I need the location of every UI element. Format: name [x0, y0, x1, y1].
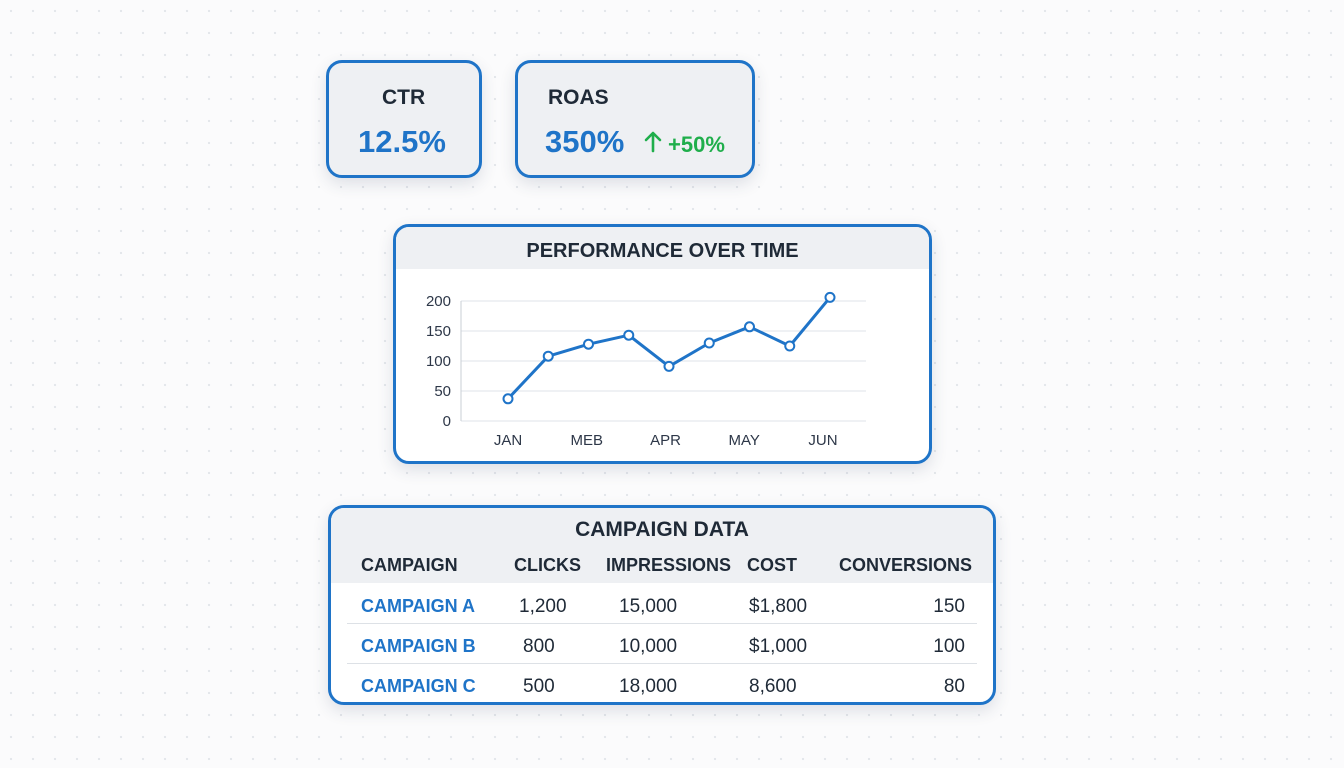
y-tick-label: 0 — [443, 413, 451, 430]
col-impressions: IMPRESSIONS — [606, 555, 732, 575]
impressions-value: 18,000 — [619, 676, 678, 697]
impressions-value: 10,000 — [619, 636, 678, 657]
cost-value: 8,600 — [749, 676, 797, 697]
ctr-card: CTR 12.5% — [326, 60, 482, 178]
row-divider — [347, 663, 977, 664]
table-row: CAMPAIGN A 1,200 15,000 $1,800 150 — [347, 586, 977, 626]
clicks-value: 1,200 — [519, 596, 567, 617]
data-point — [542, 350, 554, 362]
data-point — [663, 360, 675, 372]
cost-value: $1,800 — [749, 596, 808, 617]
conversions-value: 150 — [933, 596, 965, 617]
data-point — [744, 321, 755, 333]
data-point — [824, 291, 836, 303]
cost-value: $1,000 — [749, 636, 808, 657]
campaign-name[interactable]: CAMPAIGN A — [361, 596, 475, 616]
data-point — [502, 393, 514, 405]
clicks-value: 500 — [523, 676, 555, 697]
data-point — [623, 329, 635, 341]
roas-card: ROAS 350% +50% — [515, 60, 755, 178]
campaign-table-card: CAMPAIGN DATA CAMPAIGN CLICKS IMPRESSION… — [328, 505, 996, 705]
y-tick-label: 200 — [426, 293, 451, 310]
table-row: CAMPAIGN C 500 18,000 8,600 80 — [347, 666, 977, 702]
x-tick-label: APR — [650, 432, 681, 449]
col-cost: COST — [747, 555, 798, 575]
table-header — [331, 508, 993, 583]
y-tick-label: 100 — [426, 353, 451, 370]
impressions-value: 15,000 — [619, 596, 678, 617]
ctr-value: 12.5% — [358, 124, 446, 159]
data-point — [703, 337, 715, 349]
performance-chart-card: PERFORMANCE OVER TIME 0 50 100 150 200 JAN MEB… — [393, 224, 932, 464]
col-clicks: CLICKS — [514, 555, 581, 575]
campaign-name[interactable]: CAMPAIGN B — [361, 636, 476, 656]
col-conversions: CONVERSIONS — [839, 555, 973, 575]
conversions-value: 100 — [933, 636, 965, 657]
roas-value: 350% — [545, 124, 625, 159]
row-divider — [347, 623, 977, 624]
x-tick-label: JAN — [494, 432, 522, 449]
roas-change: +50% — [644, 131, 725, 159]
col-campaign: CAMPAIGN — [361, 555, 458, 575]
ctr-label: CTR — [382, 86, 426, 109]
data-point — [784, 340, 796, 352]
x-tick-label: MAY — [729, 432, 760, 449]
series-line — [506, 296, 832, 400]
x-tick-label: JUN — [808, 432, 837, 449]
x-tick-label: MEB — [570, 432, 603, 449]
roas-change-text: +50% — [668, 132, 725, 157]
roas-label: ROAS — [548, 86, 609, 109]
campaign-name[interactable]: CAMPAIGN C — [361, 676, 476, 696]
data-point — [583, 338, 594, 350]
arrow-up-icon — [644, 131, 662, 159]
clicks-value: 800 — [523, 636, 555, 657]
y-tick-label: 150 — [426, 323, 451, 340]
table-row: CAMPAIGN B 800 10,000 $1,000 100 — [347, 626, 977, 666]
chart-title: PERFORMANCE OVER TIME — [396, 227, 929, 269]
performance-line-chart: 0 50 100 150 200 JAN MEB APR MAY JUN — [426, 291, 866, 449]
conversions-value: 80 — [943, 676, 965, 697]
table-title: CAMPAIGN DATA — [575, 518, 749, 541]
y-tick-label: 50 — [434, 383, 451, 400]
